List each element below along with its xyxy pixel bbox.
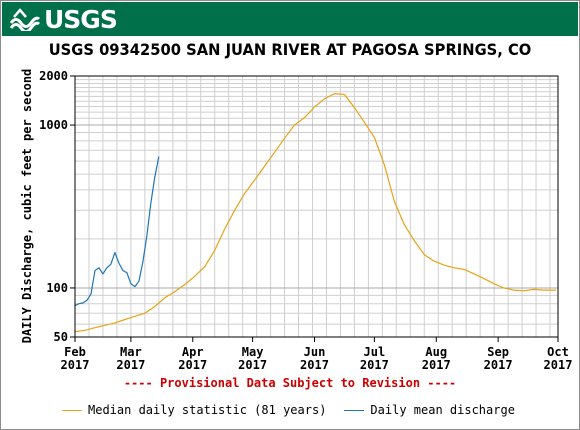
- x-tick-label-year: 2017: [360, 358, 389, 372]
- x-tick-label-year: 2017: [178, 358, 207, 372]
- y-axis-label: DAILY Discharge, cubic feet per second: [20, 69, 34, 344]
- x-tick-label-year: 2017: [116, 358, 145, 372]
- legend-item-daily-mean: Daily mean discharge: [344, 403, 515, 417]
- x-tick-label-month: May: [242, 345, 264, 359]
- x-tick-label-month: Sep: [487, 345, 509, 359]
- series-line-1: [74, 156, 160, 307]
- x-tick-label-year: 2017: [61, 358, 90, 372]
- legend-swatch-daily-mean: [344, 409, 365, 411]
- x-tick-label-month: Jul: [364, 345, 386, 359]
- y-tick-label: 100: [46, 281, 68, 295]
- x-tick-label-year: 2017: [484, 358, 513, 372]
- y-tick-label: 2000: [39, 69, 68, 83]
- provisional-note: ---- Provisional Data Subject to Revisio…: [123, 376, 457, 390]
- usgs-wave-icon: [10, 8, 40, 31]
- usgs-logo-text: USGS: [44, 4, 118, 34]
- plot-border: [74, 75, 559, 338]
- x-tick-label-month: Oct: [547, 345, 569, 359]
- x-tick-label-month: Apr: [182, 345, 204, 359]
- x-tick-label-month: Feb: [64, 345, 86, 359]
- chart-series: [74, 92, 556, 333]
- x-tick-label-month: Mar: [120, 345, 142, 359]
- x-tick-label-year: 2017: [544, 358, 573, 372]
- usgs-banner: USGS: [2, 2, 578, 36]
- x-tick-label-month: Aug: [425, 345, 447, 359]
- x-tick-label-year: 2017: [300, 358, 329, 372]
- y-axis-ticks: 50 100 1000 2000: [39, 69, 75, 344]
- chart-grid: [75, 76, 558, 337]
- y-tick-label: 50: [54, 330, 68, 344]
- x-axis-ticks: Feb2017Mar2017Apr2017May2017Jun2017Jul20…: [61, 337, 573, 372]
- chart-legend: Median daily statistic (81 years) Daily …: [62, 402, 533, 418]
- legend-swatch-median: [62, 409, 82, 411]
- series-line-0: [74, 92, 556, 333]
- x-tick-label-year: 2017: [238, 358, 267, 372]
- legend-label-daily-mean: Daily mean discharge: [370, 403, 515, 417]
- legend-label-median: Median daily statistic (81 years): [88, 403, 327, 417]
- y-tick-label: 1000: [39, 118, 68, 132]
- chart-title: USGS 09342500 SAN JUAN RIVER AT PAGOSA S…: [48, 40, 532, 59]
- x-tick-label-month: Jun: [304, 345, 326, 359]
- x-tick-label-year: 2017: [422, 358, 451, 372]
- legend-item-median: Median daily statistic (81 years): [62, 403, 326, 417]
- usgs-logo[interactable]: USGS: [10, 4, 118, 34]
